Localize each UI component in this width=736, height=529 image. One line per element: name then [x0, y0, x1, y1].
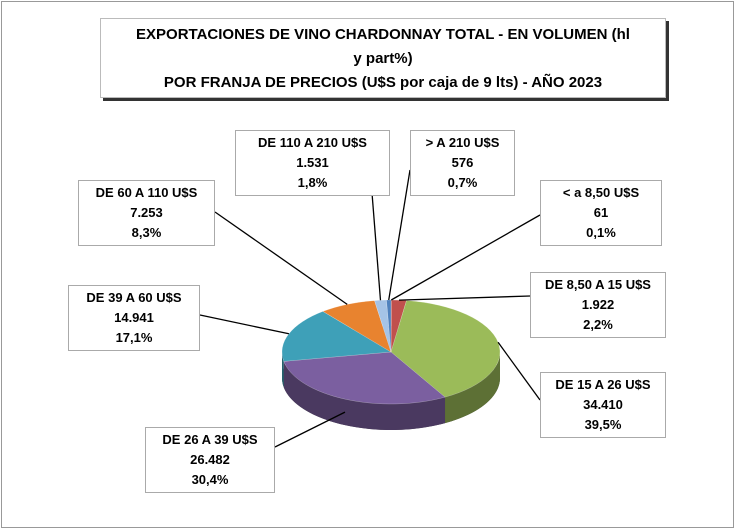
label-value: 1.531 — [296, 155, 329, 170]
data-label: DE 15 A 26 U$S 34.410 39,5% — [540, 372, 666, 438]
slice-side — [283, 361, 446, 431]
label-category: DE 39 A 60 U$S — [86, 290, 182, 305]
label-category: DE 110 A 210 U$S — [258, 135, 367, 150]
slice — [281, 311, 392, 362]
label-share: 8,3% — [131, 225, 162, 240]
label-category: DE 26 A 39 U$S — [162, 432, 258, 447]
data-label: > A 210 U$S 576 0,7% — [410, 130, 515, 196]
label-value: 26.482 — [190, 452, 230, 467]
slice — [283, 351, 446, 405]
label-value: 7.253 — [130, 205, 163, 220]
label-value: 14.941 — [114, 310, 154, 325]
chart-subtitle: POR FRANJA DE PRECIOS (U$S por caja de 9… — [163, 74, 603, 91]
leader-line — [199, 314, 290, 335]
label-category: > A 210 U$S — [425, 135, 500, 150]
label-category: < a 8,50 U$S — [562, 185, 640, 200]
data-label: < a 8,50 U$S 61 0,1% — [540, 180, 662, 246]
leader-line — [497, 341, 541, 401]
title-box: EXPORTACIONES DE VINO CHARDONNAY TOTAL -… — [100, 18, 666, 98]
leader-line — [399, 295, 531, 301]
data-label: DE 110 A 210 U$S 1.531 1,8% — [235, 130, 390, 196]
data-label: DE 26 A 39 U$S 26.482 30,4% — [145, 427, 275, 493]
leader-line — [371, 192, 382, 301]
leader-line — [214, 211, 348, 305]
label-share: 0,7% — [447, 175, 478, 190]
label-share: 2,2% — [583, 317, 613, 332]
data-label: DE 39 A 60 U$S 14.941 17,1% — [68, 285, 200, 351]
leader-line — [388, 169, 411, 301]
label-value: 61 — [593, 205, 609, 220]
slice — [322, 300, 392, 353]
data-label: DE 8,50 A 15 U$S 1.922 2,2% — [530, 272, 666, 338]
slice — [390, 300, 501, 398]
data-label: DE 60 A 110 U$S 7.253 8,3% — [78, 180, 215, 246]
label-share: 30,4% — [191, 472, 229, 487]
label-value: 1.922 — [581, 297, 615, 312]
leader-line — [274, 411, 346, 448]
slice-side — [282, 352, 284, 388]
label-category: DE 8,50 A 15 U$S — [545, 277, 651, 292]
label-category: DE 15 A 26 U$S — [555, 377, 651, 392]
label-share: 39,5% — [584, 417, 622, 432]
leader-line — [390, 214, 541, 301]
label-share: 0,1% — [586, 225, 616, 240]
label-share: 1,8% — [297, 175, 328, 190]
label-category: DE 60 A 110 U$S — [95, 185, 198, 200]
label-value: 576 — [451, 155, 474, 170]
slice — [386, 299, 392, 353]
label-value: 34.410 — [583, 397, 623, 412]
chart-title: EXPORTACIONES DE VINO CHARDONNAY TOTAL -… — [136, 26, 630, 67]
slice-side — [445, 352, 500, 424]
label-share: 17,1% — [115, 330, 153, 345]
